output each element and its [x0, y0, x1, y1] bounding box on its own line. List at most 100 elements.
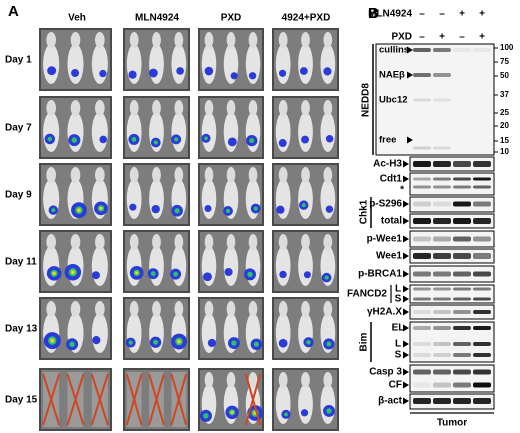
blot-band: [473, 353, 491, 357]
signal-mid: [253, 206, 258, 211]
mouse-body: [201, 179, 217, 219]
mouse-head: [248, 372, 258, 388]
blot-band: [433, 253, 451, 259]
mouse-head: [174, 32, 184, 48]
mouse-body: [245, 179, 261, 219]
mouse-body: [43, 44, 60, 84]
mouse-body: [201, 44, 217, 84]
band-label: cullins: [379, 45, 409, 56]
blot-band: [413, 253, 431, 259]
blot-frame: [409, 156, 495, 172]
mouse-head: [204, 372, 214, 388]
size-marker: 25: [500, 108, 509, 117]
signal-halo: [248, 72, 257, 80]
mouse-body: [126, 112, 142, 152]
blot-frame: [409, 248, 495, 264]
blot-label: β-act: [378, 396, 403, 407]
band-label: free: [379, 135, 396, 146]
band-arrow: [403, 235, 409, 243]
band-arrow: [403, 285, 409, 293]
blot-band: [453, 201, 471, 207]
mouse-head: [46, 32, 56, 48]
band-arrow: [407, 136, 413, 144]
mouse-body: [201, 313, 217, 353]
signal-halo: [207, 338, 216, 348]
blot-band: [413, 236, 431, 242]
blot-band: [473, 177, 491, 181]
blot-label: Wee1: [376, 251, 402, 262]
signal-mid: [69, 341, 75, 347]
row-label: Day 1: [5, 55, 32, 66]
blot-band: [473, 161, 491, 167]
blot-frame: [409, 284, 495, 304]
mouse-head: [248, 100, 258, 116]
blot-label: total: [381, 216, 402, 227]
blot-band: [413, 177, 431, 181]
mouse-head: [204, 32, 214, 48]
mouse-body: [298, 179, 313, 219]
treatment-sign: –: [439, 9, 445, 20]
mouse-head: [70, 301, 81, 317]
mouse-head: [323, 234, 333, 250]
blot-label: L: [395, 284, 401, 295]
mouse-head: [70, 234, 81, 250]
signal-halo: [224, 267, 233, 277]
blot-band: [433, 201, 451, 207]
size-marker: 100: [500, 43, 514, 52]
signal-core: [77, 208, 81, 213]
signal-mid: [249, 138, 255, 144]
mouse-head: [204, 234, 214, 250]
mouse-head: [152, 32, 161, 48]
blot-band: [413, 271, 431, 277]
mouse-body: [91, 313, 108, 353]
treatment-label: MLN4924: [368, 9, 412, 20]
blot-band: [433, 271, 451, 277]
signal-mid: [225, 208, 231, 213]
blot-band: [413, 146, 431, 150]
blot-band: [473, 287, 491, 291]
signal-mid: [306, 340, 311, 345]
band-arrow: [403, 200, 409, 208]
signal-mid: [47, 136, 53, 142]
blot-band: [473, 48, 491, 52]
band-label: NAEβ: [379, 70, 405, 81]
mouse-head: [248, 167, 258, 183]
signal-halo: [92, 336, 101, 345]
signal-halo: [300, 409, 309, 417]
mouse-head: [70, 32, 81, 48]
mouse-head: [174, 234, 184, 250]
mouse-body: [43, 112, 60, 152]
mouse-head: [248, 234, 258, 250]
mouse-head: [152, 301, 161, 317]
blot-label: FANCD2: [347, 289, 387, 300]
blot-band: [473, 236, 491, 242]
mouse-head: [226, 100, 236, 116]
mouse-head: [278, 234, 288, 250]
blot-band: [433, 48, 451, 52]
panel-label: A: [8, 3, 19, 20]
blot-band: [433, 236, 451, 242]
signal-mid: [247, 271, 253, 278]
blot-band: [433, 218, 451, 224]
mouse-head: [323, 100, 333, 116]
column-header: PXD: [221, 13, 242, 24]
blot-band: [433, 342, 451, 346]
blot-band: [473, 369, 491, 375]
blot-band: [453, 185, 471, 189]
band-arrow: [403, 160, 409, 168]
mouse-head: [129, 167, 139, 183]
mouse-head: [226, 372, 236, 388]
band-arrow: [403, 252, 409, 260]
blot-band: [453, 48, 471, 52]
blot-label: p-BRCA1: [358, 269, 402, 280]
band-arrow: [403, 270, 409, 278]
mouse-head: [226, 32, 236, 48]
signal-core: [70, 270, 75, 275]
mouse-head: [226, 234, 236, 250]
blot-label: CF: [389, 380, 402, 391]
blot-label: *: [400, 185, 404, 196]
mouse-body: [201, 112, 217, 152]
signal-mid: [71, 137, 78, 143]
mouse-body: [91, 44, 108, 84]
